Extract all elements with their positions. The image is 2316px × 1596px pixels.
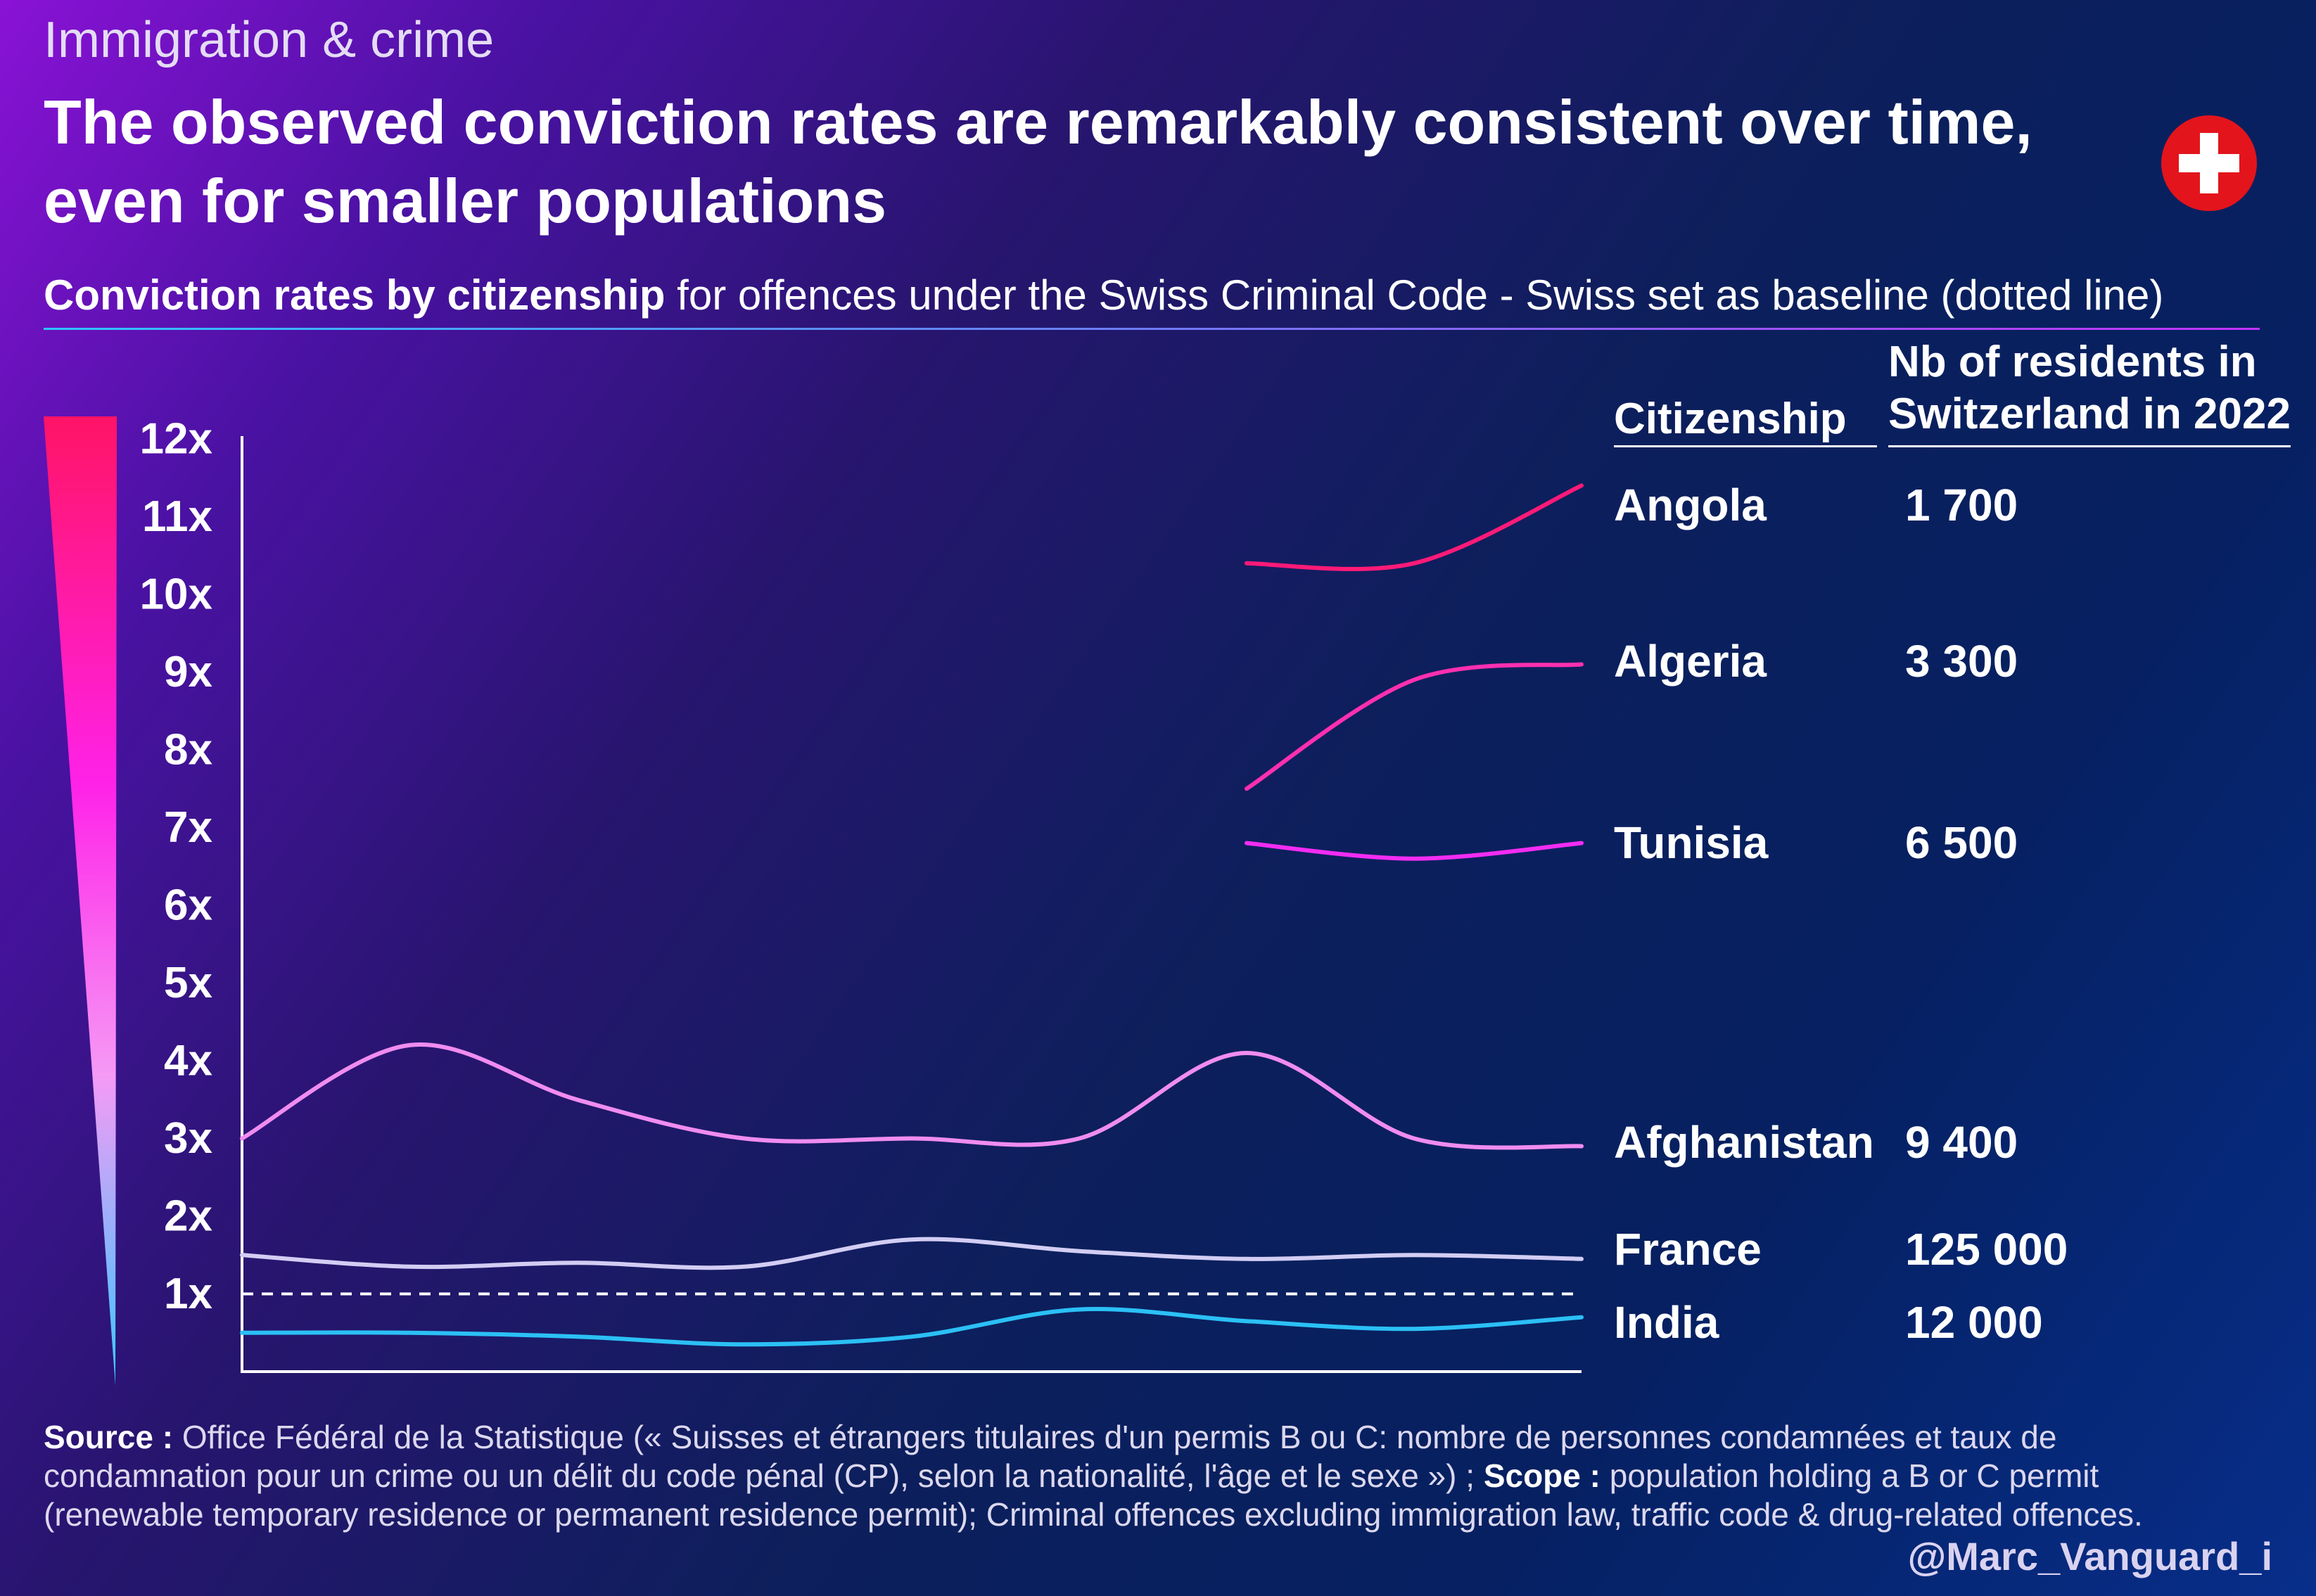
- subtitle: Conviction rates by citizenship for offe…: [44, 271, 2163, 319]
- subtitle-divider: [44, 328, 2260, 330]
- series-label-algeria: Algeria: [1614, 636, 1767, 687]
- y-tick-label: 12x: [140, 415, 213, 464]
- subtitle-bold: Conviction rates by citizenship: [44, 272, 666, 319]
- source-text: Office Fédéral de la Statistique (« Suis…: [44, 1419, 2057, 1494]
- residents-header-rule: [1888, 445, 2291, 447]
- series-line-algeria: [1245, 662, 1584, 791]
- series-label-france: France: [1614, 1224, 1762, 1275]
- scope-label: Scope :: [1483, 1457, 1601, 1494]
- residents-value-tunisia: 6 500: [1905, 817, 2018, 868]
- scope-text: population holding a B or C permit (rene…: [44, 1457, 2143, 1533]
- y-tick-label: 7x: [164, 803, 212, 852]
- residents-value-afghanistan: 9 400: [1905, 1117, 2018, 1168]
- swiss-flag-icon: [2161, 115, 2257, 211]
- residents-value-angola: 1 700: [1905, 480, 2018, 530]
- kicker: Immigration & crime: [44, 12, 495, 68]
- author-credit: @Marc_Vanguard_i: [1907, 1534, 2272, 1578]
- series-label-angola: Angola: [1614, 480, 1767, 530]
- subtitle-rest: for offences under the Swiss Criminal Co…: [665, 272, 2164, 319]
- headline: The observed conviction rates are remark…: [44, 87, 2032, 236]
- source-footnote: Source : Office Fédéral de la Statistiqu…: [44, 1418, 2239, 1534]
- series-line-france: [240, 1237, 1584, 1270]
- citizenship-header-rule: [1614, 445, 1877, 447]
- y-tick-label: 3x: [164, 1114, 212, 1163]
- citizenship-header: Citizenship: [1614, 395, 1847, 443]
- y-tick-label: 2x: [164, 1192, 212, 1241]
- residents-value-india: 12 000: [1905, 1297, 2043, 1348]
- residents-value-france: 125 000: [1905, 1224, 2068, 1275]
- flag-cross-horizontal: [2179, 154, 2239, 172]
- series-line-afghanistan: [240, 1042, 1584, 1150]
- series-line-angola: [1245, 483, 1584, 571]
- y-tick-label: 5x: [164, 959, 212, 1007]
- series-line-tunisia: [1245, 841, 1584, 861]
- residents-header: Nb of residents in Switzerland in 2022: [1888, 338, 2291, 438]
- y-tick-label: 4x: [164, 1037, 212, 1085]
- residents-value-algeria: 3 300: [1905, 636, 2018, 687]
- source-label: Source :: [44, 1419, 174, 1455]
- y-tick-label: 1x: [164, 1270, 212, 1318]
- scale-wedge: [44, 416, 117, 1386]
- series-label-tunisia: Tunisia: [1614, 817, 1769, 868]
- series-line-india: [240, 1307, 1584, 1347]
- series-label-afghanistan: Afghanistan: [1614, 1117, 1874, 1168]
- y-tick-label: 9x: [164, 648, 212, 696]
- series-label-india: India: [1614, 1297, 1719, 1348]
- y-tick-label: 11x: [142, 492, 213, 541]
- y-tick-label: 6x: [164, 881, 212, 930]
- y-tick-label: 10x: [140, 570, 213, 619]
- y-tick-label: 8x: [164, 726, 212, 774]
